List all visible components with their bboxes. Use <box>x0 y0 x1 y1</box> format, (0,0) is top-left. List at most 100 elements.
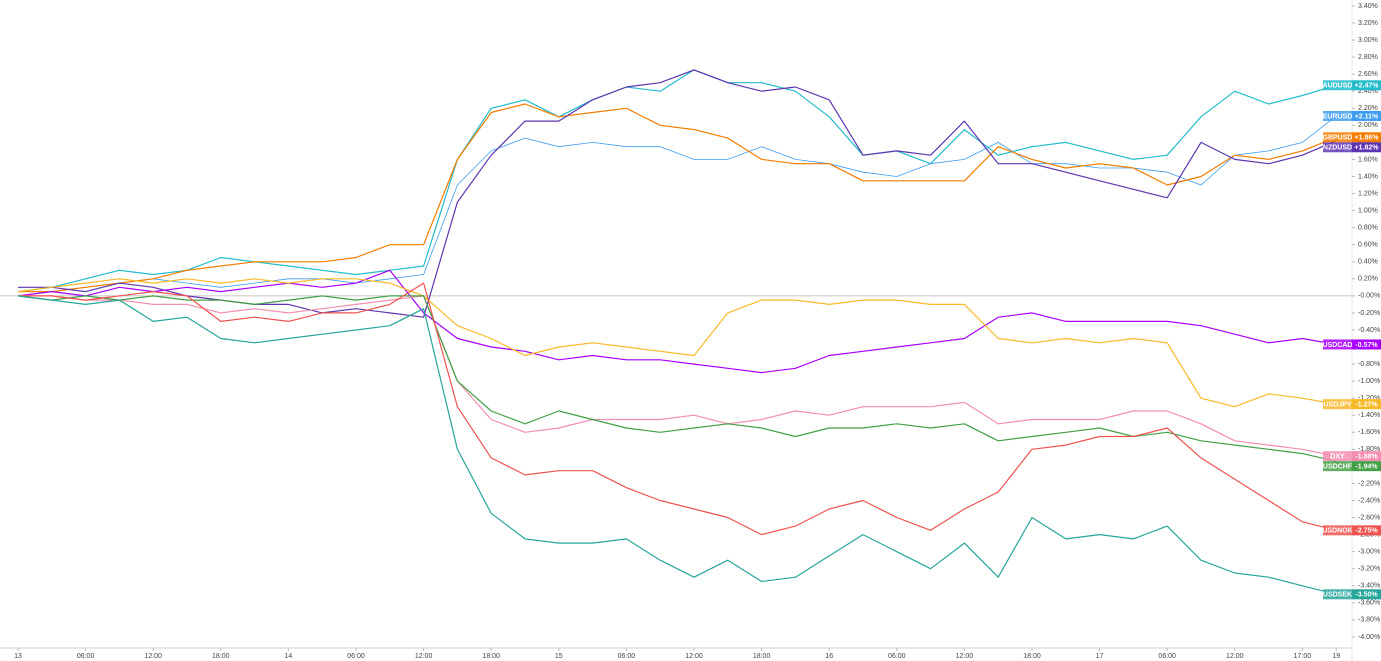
badge-name: NZDUSD <box>1323 145 1352 152</box>
badge-name-box <box>1323 132 1352 143</box>
x-tick-label: 15 <box>555 653 563 660</box>
y-tick-label: -1.60% <box>1358 429 1380 436</box>
badge-name: USDJPY <box>1323 401 1351 408</box>
badge-name-box <box>1323 525 1352 536</box>
badge-value: -2.75% <box>1355 528 1378 535</box>
y-tick-label: -1.80% <box>1358 446 1380 453</box>
y-tick-label: 2.00% <box>1358 122 1378 129</box>
y-tick-label: 2.60% <box>1358 71 1378 78</box>
badge-value: -0.57% <box>1355 342 1378 349</box>
series-line <box>17 69 1337 293</box>
badge-name: USDNOK <box>1322 528 1352 535</box>
x-tick-label: 06:00 <box>347 653 365 660</box>
end-badge: AUDUSD +2.47% <box>1323 80 1381 91</box>
x-tick-label: 18:00 <box>212 653 230 660</box>
badge-value-box <box>1352 461 1381 472</box>
badge-name: AUDUSD <box>1323 83 1353 90</box>
series-line <box>17 295 1337 462</box>
badge-name: USDCAD <box>1323 342 1353 349</box>
series-line <box>17 115 1337 297</box>
series-line <box>18 103 1337 293</box>
series-line <box>18 282 1337 536</box>
x-tick-label: 16 <box>825 653 833 660</box>
y-tick-label: 1.00% <box>1358 207 1378 214</box>
series-lines <box>17 69 1337 595</box>
badge-name-box <box>1323 399 1352 410</box>
x-tick-label: 18:00 <box>1023 653 1041 660</box>
y-tick-label: 1.40% <box>1358 173 1378 180</box>
y-tick-label: 3.20% <box>1358 20 1378 27</box>
badge-value: +1.86% <box>1355 135 1380 142</box>
y-tick-label: -3.60% <box>1358 600 1380 607</box>
y-tick-label: 0.40% <box>1358 259 1378 266</box>
x-tick-label: 06:00 <box>618 653 636 660</box>
badge-value: -1.88% <box>1355 454 1378 461</box>
y-tick-label: -3.40% <box>1358 583 1380 590</box>
badge-value: +2.47% <box>1355 83 1380 90</box>
y-tick-label: -3.80% <box>1358 617 1380 624</box>
x-tick-label: 12:00 <box>1226 653 1244 660</box>
y-tick-label: -3.00% <box>1358 548 1380 555</box>
badge-value-box <box>1352 589 1381 600</box>
badge-name: USDSEK <box>1323 592 1352 599</box>
end-badge: USDCHF -1.94% <box>1323 461 1381 472</box>
series-line <box>17 295 1337 595</box>
y-tick-label: -1.00% <box>1358 378 1380 385</box>
badge-value: +2.11% <box>1355 113 1379 120</box>
x-tick-label: 18:00 <box>753 653 771 660</box>
badge-value: +1.82% <box>1355 145 1380 152</box>
badge-name-box <box>1323 339 1352 350</box>
x-tick-label: 12:00 <box>415 653 433 660</box>
x-tick-label: 12:00 <box>144 653 162 660</box>
badge-name: DXY <box>1330 454 1345 461</box>
badge-name-box <box>1323 110 1352 121</box>
x-tick-label: 12:00 <box>956 653 974 660</box>
end-badge: NZDUSD +1.82% <box>1323 142 1381 153</box>
badge-value-box <box>1352 132 1381 143</box>
x-tick-label: 06:00 <box>888 653 906 660</box>
x-tick-label: 17:00 <box>1294 653 1312 660</box>
end-badge: EURUSD +2.11% <box>1323 110 1381 121</box>
end-badge: USDCAD -0.57% <box>1323 339 1381 350</box>
y-tick-label: -2.40% <box>1358 497 1380 504</box>
y-tick-label: -0.20% <box>1358 310 1380 317</box>
badge-name-box <box>1323 461 1352 472</box>
badge-value-box <box>1352 399 1381 410</box>
y-tick-label: -4.00% <box>1358 634 1380 641</box>
badge-value-box <box>1352 142 1381 153</box>
y-tick-label: -2.60% <box>1358 514 1380 521</box>
badge-value-box <box>1352 451 1381 462</box>
x-tick-label: 12:00 <box>685 653 703 660</box>
end-badge: USDSEK -3.50% <box>1323 589 1381 600</box>
y-tick-label: -1.20% <box>1358 395 1380 402</box>
y-tick-label: -3.20% <box>1358 566 1380 573</box>
series-line <box>17 278 1337 408</box>
x-tick-label: 17 <box>1096 653 1104 660</box>
badge-value-box <box>1352 110 1381 121</box>
y-tick-label: 0.80% <box>1358 224 1378 231</box>
badge-name-box <box>1323 80 1352 91</box>
y-tick-label: -1.40% <box>1358 412 1380 419</box>
series-line <box>17 269 1337 374</box>
y-tick-label: 3.40% <box>1358 3 1378 10</box>
y-tick-label: -0.40% <box>1358 327 1380 334</box>
badge-value: -3.50% <box>1355 592 1378 599</box>
y-tick-label: -0.00% <box>1358 293 1380 300</box>
y-tick-label: 1.60% <box>1358 156 1378 163</box>
x-tick-label: 18:00 <box>482 653 500 660</box>
y-tick-label: 3.00% <box>1358 37 1378 44</box>
badge-name-box <box>1323 142 1352 153</box>
y-tick-label: 0.60% <box>1358 242 1378 249</box>
badge-name: EURUSD <box>1323 113 1353 120</box>
end-badge: DXY -1.88% <box>1323 451 1381 462</box>
end-badge: GBPUSD +1.86% <box>1323 132 1381 143</box>
series-line <box>18 295 1337 457</box>
end-badge: USDNOK -2.75% <box>1322 525 1381 536</box>
end-badge: USDJPY -1.27% <box>1323 399 1381 410</box>
x-tick-label: 06:00 <box>77 653 95 660</box>
badge-value-box <box>1352 80 1381 91</box>
x-tick-label: 19 <box>1332 653 1340 660</box>
